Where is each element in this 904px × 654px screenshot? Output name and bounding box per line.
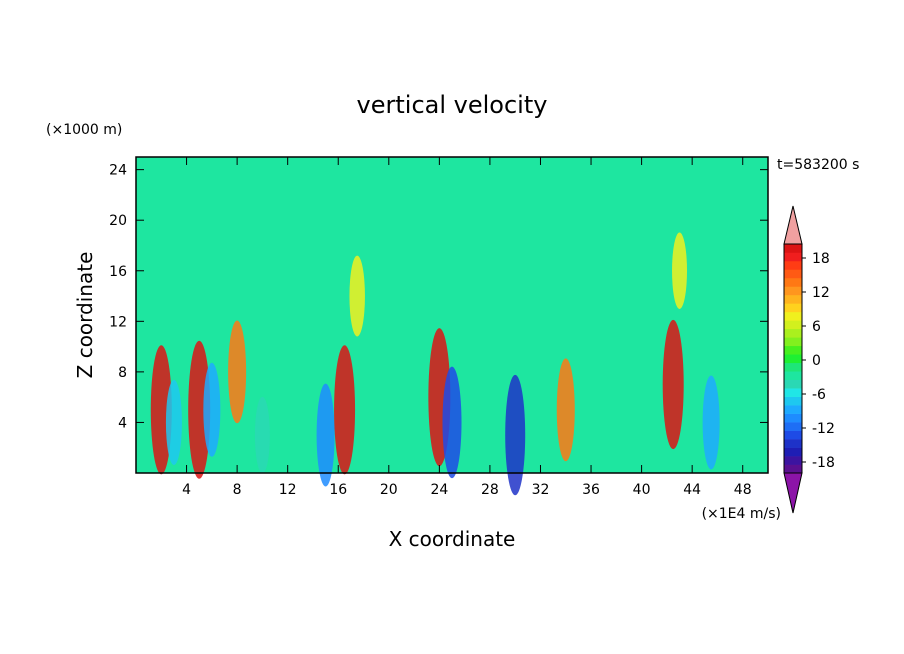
field-cell xyxy=(505,374,526,496)
y-tick-label: 20 xyxy=(109,213,127,229)
y-tick-label: 12 xyxy=(109,314,127,330)
colorbar-min-arrow xyxy=(783,472,803,514)
x-tick-label: 12 xyxy=(279,482,297,498)
colorbar-swatch xyxy=(784,311,802,321)
colorbar-swatch xyxy=(784,328,802,338)
colorbar-label: -18 xyxy=(812,455,835,471)
colorbar-swatch xyxy=(784,362,802,372)
colorbar-swatch xyxy=(784,464,802,474)
field-cell xyxy=(165,379,182,466)
x-tick-label: 36 xyxy=(582,482,600,498)
colorbar-swatch xyxy=(784,405,802,414)
x-tick-label: 44 xyxy=(683,482,701,498)
field-cell xyxy=(662,319,684,450)
colorbar-swatch xyxy=(784,303,802,313)
colorbar-max-arrow xyxy=(783,205,803,245)
colorbar-swatch xyxy=(784,396,802,406)
field-cell xyxy=(334,345,356,475)
plot-frame xyxy=(135,156,769,474)
colorbar-swatch xyxy=(784,345,802,355)
field-cell xyxy=(672,232,688,309)
colorbar-swatch xyxy=(784,379,802,389)
x-tick-label: 4 xyxy=(182,482,191,498)
field-cell xyxy=(702,375,720,470)
field-cell xyxy=(188,340,211,479)
x-tick-label: 24 xyxy=(430,482,448,498)
colorbar-swatch xyxy=(784,286,802,296)
colorbar-swatch xyxy=(784,456,802,465)
colorbar-swatch xyxy=(784,447,802,457)
colorbar-label: 18 xyxy=(812,251,830,267)
colorbar-swatch xyxy=(784,269,802,279)
y-tick-label: 4 xyxy=(118,415,127,431)
field-cells xyxy=(150,232,720,496)
colorbar-swatch xyxy=(784,422,802,431)
y-ticks: 4 8 12 16 20 24 xyxy=(109,163,768,431)
colorbar-frame xyxy=(783,243,803,474)
colorbar-swatch xyxy=(784,388,802,397)
field-cell xyxy=(442,366,462,479)
colorbar-swatch xyxy=(784,413,802,423)
x-tick-label: 40 xyxy=(633,482,651,498)
y-tick-label: 24 xyxy=(109,163,127,179)
field-cell xyxy=(349,255,365,337)
y-tick-label: 8 xyxy=(118,365,127,381)
field-cell xyxy=(316,383,335,487)
field-cell xyxy=(203,362,221,457)
chart-title: vertical velocity xyxy=(357,91,548,119)
field-cell xyxy=(556,358,575,462)
colorbar: 18 12 6 0 -6 -12 -18 xyxy=(783,205,835,514)
x-tick-label: 28 xyxy=(481,482,499,498)
colorbar-swatch xyxy=(784,430,802,440)
x-tick-label: 32 xyxy=(532,482,550,498)
field-cell xyxy=(150,345,172,475)
field-cell xyxy=(254,396,270,474)
colorbar-swatch xyxy=(784,260,802,270)
colorbar-swatch xyxy=(784,320,802,330)
y-unit-label: (×1000 m) xyxy=(46,122,122,138)
colorbar-swatch xyxy=(784,439,802,448)
colorbar-swatch xyxy=(784,294,802,304)
x-ticks: 4 8 12 16 20 24 28 32 36 40 44 48 xyxy=(182,157,752,498)
colorbar-swatch xyxy=(784,252,802,262)
x-unit-label: (×1E4 m/s) xyxy=(702,506,781,522)
colorbar-label: 0 xyxy=(812,353,821,369)
x-axis-label: X coordinate xyxy=(389,527,516,551)
colorbar-swatch xyxy=(784,277,802,287)
time-label: t=583200 s xyxy=(777,157,859,173)
colorbar-label: -12 xyxy=(812,421,835,437)
y-axis-label: Z coordinate xyxy=(73,252,97,379)
field-cell xyxy=(228,320,247,424)
colorbar-label: 12 xyxy=(812,285,830,301)
colorbar-label: 6 xyxy=(812,319,821,335)
colorbar-swatch xyxy=(784,337,802,347)
colorbar-swatch xyxy=(784,371,802,381)
x-tick-label: 20 xyxy=(380,482,398,498)
colorbar-swatch xyxy=(784,244,802,253)
colorbar-swatch xyxy=(784,354,802,364)
x-tick-label: 48 xyxy=(734,482,752,498)
y-tick-label: 16 xyxy=(109,264,127,280)
x-tick-label: 16 xyxy=(329,482,347,498)
x-tick-label: 8 xyxy=(233,482,242,498)
colorbar-label: -6 xyxy=(812,387,826,403)
